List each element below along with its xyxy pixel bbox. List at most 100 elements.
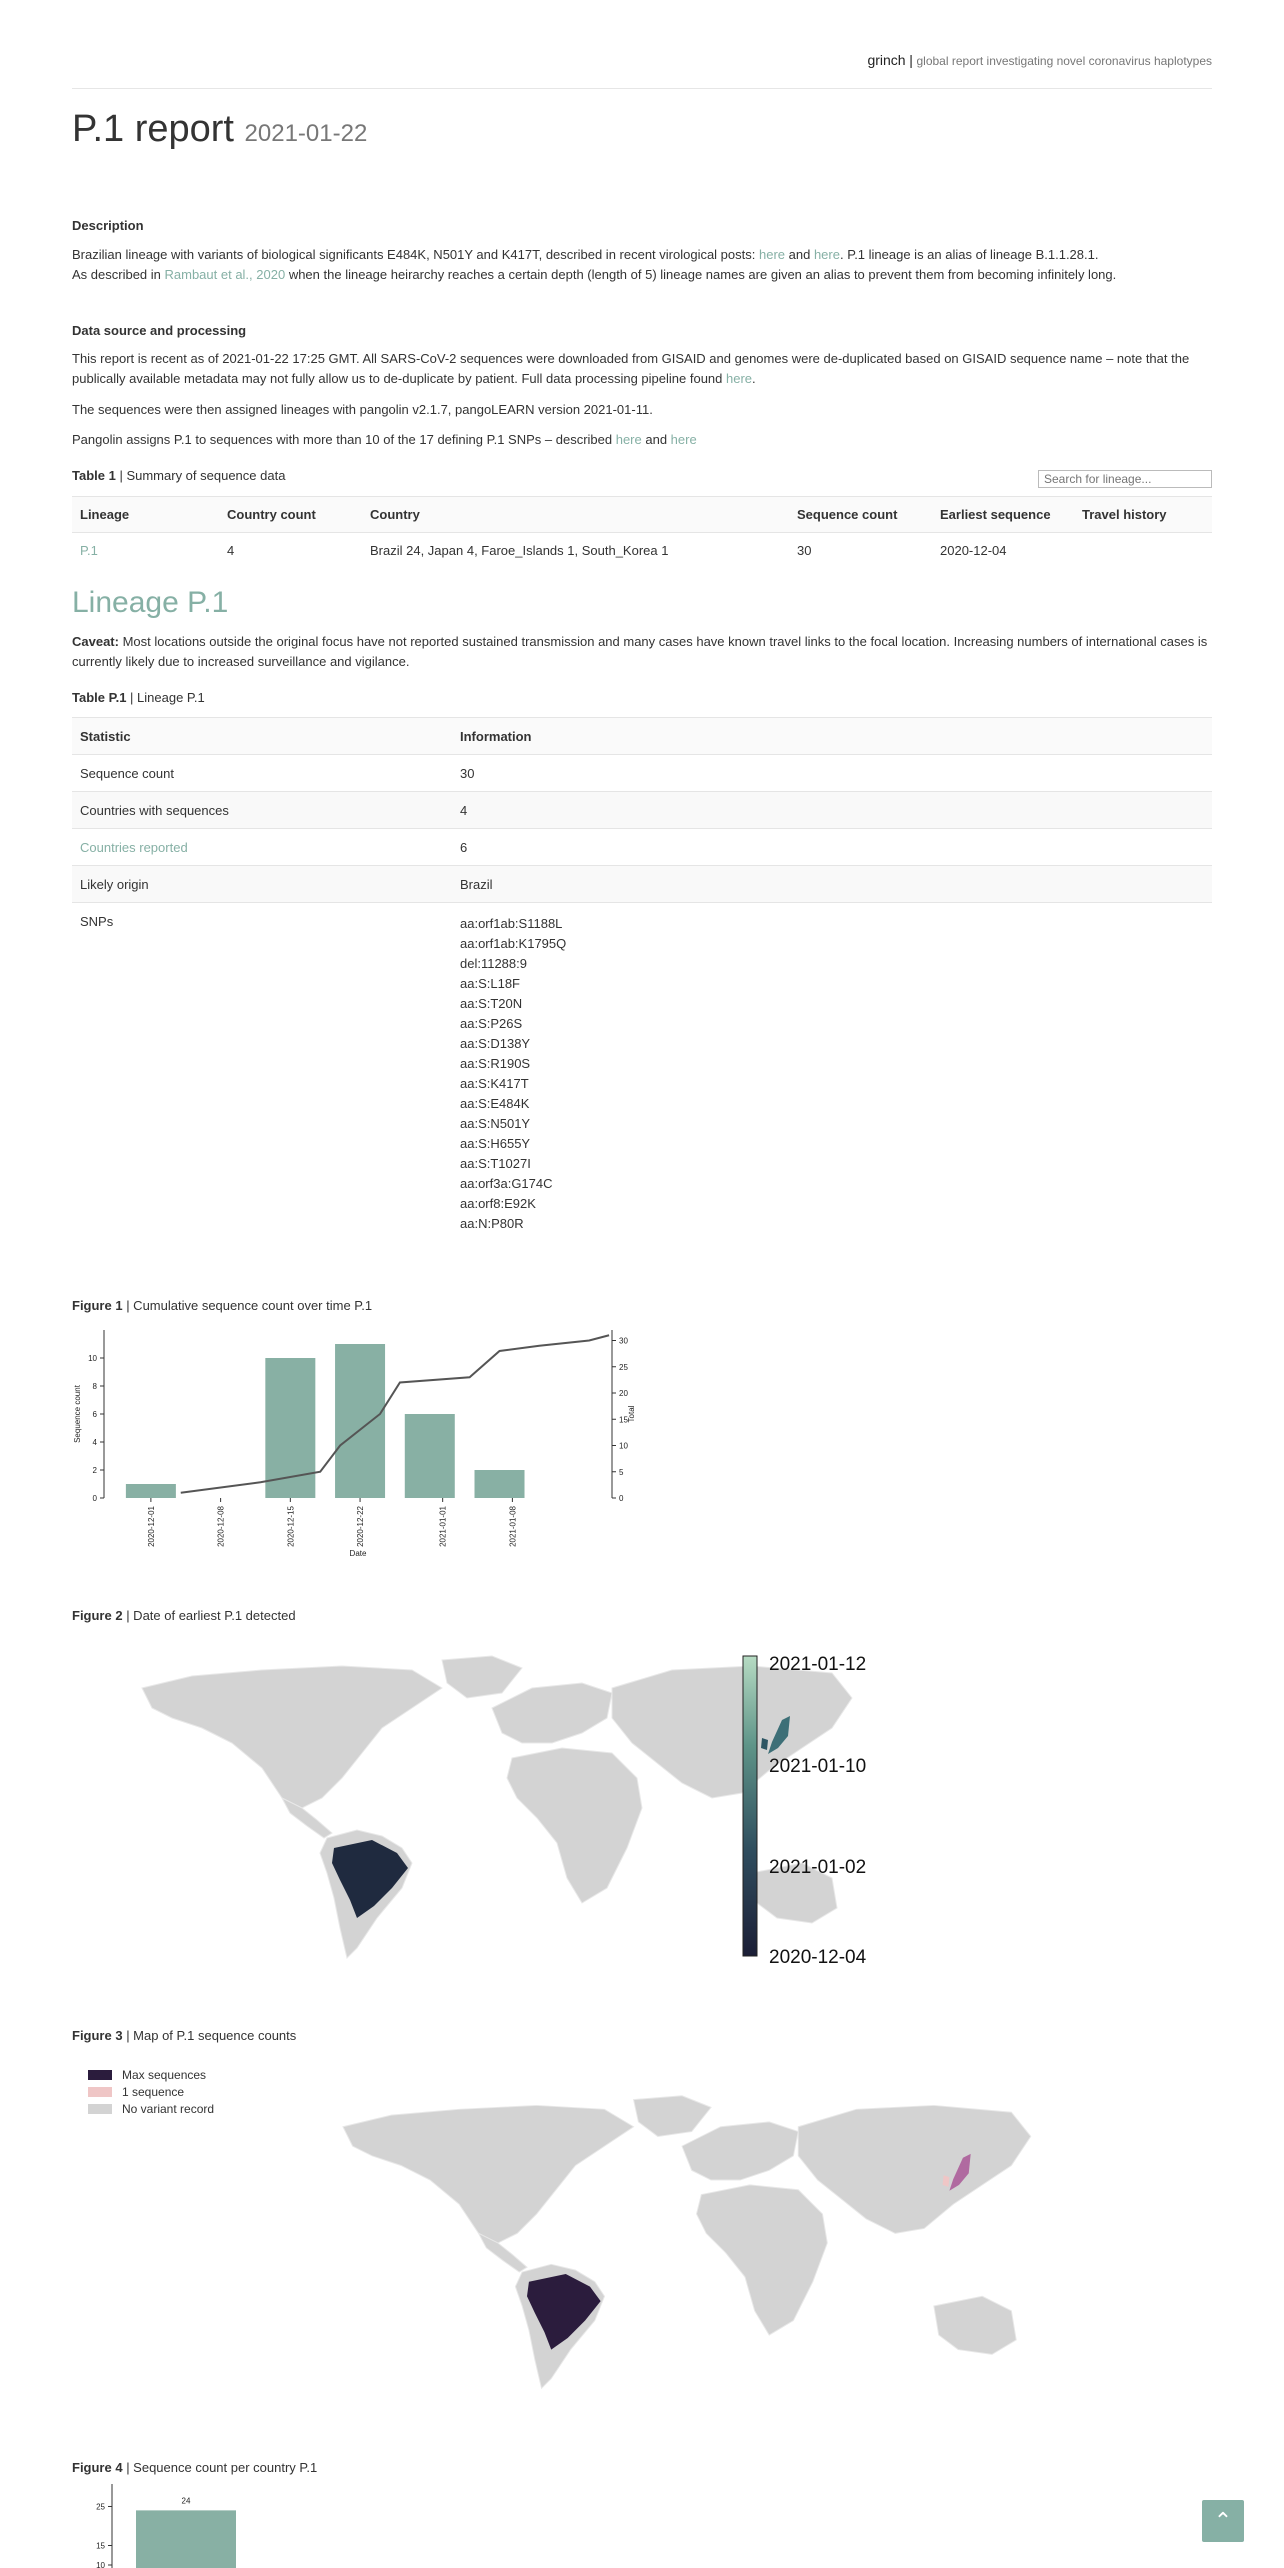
snps-link-2[interactable]: here — [670, 432, 697, 447]
lineage-heading: Lineage P.1 — [72, 586, 229, 619]
data-source-paragraph-3: Pangolin assigns P.1 to sequences with m… — [72, 430, 1212, 450]
col-earliest[interactable]: Earliest sequence — [932, 496, 1074, 533]
earliest-detection-map: 2021-01-12 2021-01-10 2021-01-02 2020-12… — [141, 1654, 867, 1968]
map-asia — [797, 2104, 1032, 2234]
y2-tick-label: 10 — [619, 1442, 628, 1451]
pipeline-link[interactable]: here — [726, 371, 753, 386]
figure4-label: Figure 4 — [72, 2460, 123, 2475]
brand-name[interactable]: grinch — [867, 52, 906, 68]
tablep1-caption: Table P.1 | Lineage P.1 — [72, 690, 205, 705]
figure2-caption: Figure 2 | Date of earliest P.1 detected — [72, 1608, 296, 1623]
table1-caption: Table 1 | Summary of sequence data — [72, 468, 285, 483]
snp-item: aa:S:T20N — [460, 996, 523, 1011]
stat-countries-with-sequences: Countries with sequences — [72, 791, 452, 829]
x-tick-label: 2020-12-15 — [286, 1505, 295, 1546]
snp-item: aa:orf1ab:S1188L — [460, 916, 563, 931]
page-title: P.1 report 2021-01-22 — [72, 108, 367, 151]
data-source-text: . — [752, 371, 756, 386]
description-part: As described in — [72, 267, 165, 282]
country-sequence-chart: 24 25 15 10 — [96, 2484, 236, 2568]
snp-item: aa:S:H655Y — [460, 1136, 531, 1151]
snp-list: aa:orf1ab:S1188L aa:orf1ab:K1795Q del:1128… — [460, 914, 1204, 1234]
map-japan — [949, 2153, 971, 2191]
report-title: P.1 report — [72, 108, 234, 150]
legend-item-one: 1 sequence — [88, 2083, 214, 2100]
brand-separator: | — [909, 52, 913, 68]
map-europe — [491, 1682, 613, 1744]
y-tick-label: 25 — [96, 2502, 105, 2511]
colorbar-label-top: 2021-01-12 — [769, 1654, 866, 1675]
site-header: grinch | global report investigating nov… — [867, 52, 1212, 68]
y2-tick-label: 20 — [619, 1389, 628, 1398]
col-sequence-count[interactable]: Sequence count — [789, 496, 932, 533]
rambaut-link[interactable]: Rambaut et al., 2020 — [164, 267, 286, 282]
x-tick-label: 2020-12-22 — [356, 1505, 365, 1546]
map-north-america — [342, 2104, 635, 2244]
snp-item: aa:S:L18F — [460, 976, 520, 991]
stat-countries-reported[interactable]: Countries reported — [72, 829, 452, 866]
sequence-count-map — [342, 2095, 1032, 2390]
bar — [474, 1470, 525, 1498]
col-statistic: Statistic — [72, 717, 452, 755]
y-tick-label: 4 — [93, 1438, 98, 1447]
countries-reported-link[interactable]: Countries reported — [80, 839, 188, 855]
cell-sequence-count: 30 — [797, 543, 812, 559]
caveat-body: Most locations outside the original focu… — [72, 634, 1208, 669]
legend-item-none: No variant record — [88, 2100, 214, 2117]
report-date: 2021-01-22 — [244, 120, 368, 147]
lineage-link[interactable]: P.1 — [80, 543, 98, 559]
y-tick-label: 8 — [93, 1382, 98, 1391]
colorbar-label: 2021-01-10 — [769, 1756, 866, 1777]
snp-item: aa:N:P80R — [460, 1216, 524, 1231]
figure3-label: Figure 3 — [72, 2028, 123, 2043]
x-tick-label: 2020-12-08 — [217, 1505, 226, 1546]
description-part: when the lineage heirarchy reaches a cer… — [285, 267, 1117, 282]
map-greenland — [441, 1655, 523, 1699]
map-greenland — [632, 2095, 712, 2137]
data-source-text: Pangolin assigns P.1 to sequences with m… — [72, 432, 616, 447]
map-europe — [681, 2121, 799, 2181]
y-tick-label: 10 — [96, 2561, 105, 2568]
map-australia — [933, 2295, 1017, 2355]
cell-lineage[interactable]: P.1 — [72, 533, 219, 569]
col-lineage[interactable]: Lineage — [72, 496, 219, 533]
caveat-text: Caveat: Most locations outside the origi… — [72, 632, 1212, 672]
info-snps: aa:orf1ab:S1188L aa:orf1ab:K1795Q del:1128… — [452, 903, 1212, 1235]
snp-item: aa:S:E484K — [460, 1096, 530, 1111]
figure1-caption: Figure 1 | Cumulative sequence count ove… — [72, 1298, 372, 1313]
cumulative-line — [180, 1334, 610, 1494]
table-row: Countries reported 6 — [72, 828, 1212, 866]
table-row: P.1 4 Brazil 24, Japan 4, Faroe_Islands … — [72, 532, 1212, 569]
data-source-paragraph-1: This report is recent as of 2021-01-22 1… — [72, 349, 1212, 389]
col-country[interactable]: Country — [362, 496, 789, 533]
colorbar-label: 2021-01-02 — [769, 1857, 866, 1878]
lineage-statistics-table: Statistic Information Sequence count 30 … — [72, 717, 1212, 1234]
brand-tagline: global report investigating novel corona… — [916, 54, 1212, 68]
snp-item: aa:orf3a:G174C — [460, 1176, 553, 1191]
map-central-america — [477, 2232, 528, 2273]
col-country-count[interactable]: Country count — [219, 496, 362, 533]
back-to-top-button[interactable]: ⌃ — [1202, 2500, 1244, 2542]
virological-link-1[interactable]: here — [758, 247, 786, 262]
snp-item: del:11288:9 — [460, 956, 527, 971]
col-information: Information — [452, 717, 1212, 755]
chevron-up-icon: ⌃ — [1213, 2508, 1233, 2533]
snps-link-1[interactable]: here — [615, 432, 642, 447]
virological-link-2[interactable]: here — [813, 247, 840, 262]
figure4-caption-text: | Sequence count per country P.1 — [122, 2460, 318, 2475]
info-likely-origin: Brazil — [452, 865, 1212, 903]
y-tick-label: 15 — [96, 2541, 105, 2550]
col-travel-history[interactable]: Travel history — [1074, 496, 1212, 533]
legend-label: No variant record — [122, 2101, 215, 2116]
lineage-search-input[interactable] — [1038, 470, 1212, 488]
figure2-caption-text: | Date of earliest P.1 detected — [122, 1608, 296, 1623]
table-header-row: Statistic Information — [72, 717, 1212, 755]
legend-label: 1 sequence — [122, 2084, 185, 2099]
y2-tick-label: 15 — [619, 1415, 628, 1424]
cell-earliest: 2020-12-04 — [940, 543, 1007, 559]
snp-item: aa:orf8:E92K — [460, 1196, 536, 1211]
map-australia — [751, 1862, 838, 1924]
cell-country: Brazil 24, Japan 4, Faroe_Islands 1, Sou… — [370, 543, 669, 559]
cell-country-count: 4 — [227, 543, 235, 559]
x-tick-label: 2021-01-01 — [439, 1505, 448, 1546]
